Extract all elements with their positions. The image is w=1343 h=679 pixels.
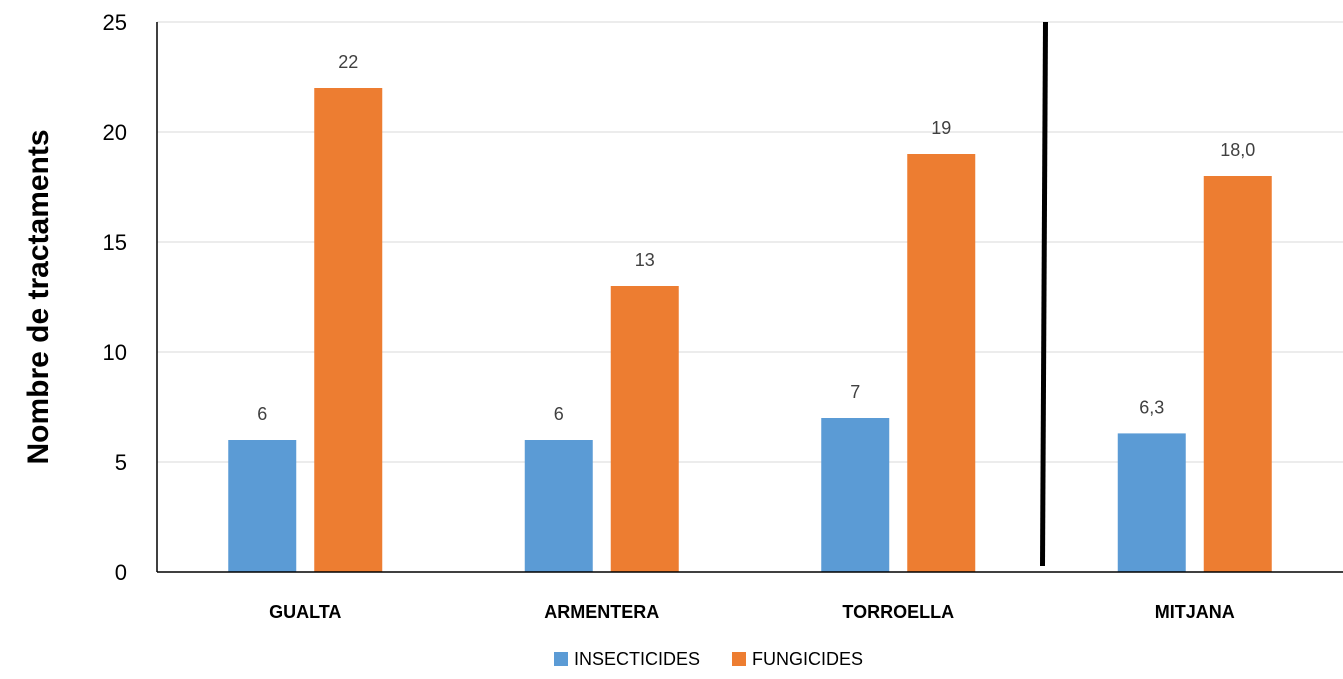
legend-swatch <box>554 652 568 666</box>
data-label: 6,3 <box>1139 397 1164 417</box>
bar-fungicides-gualta <box>314 88 383 572</box>
bar-fungicides-mitjana <box>1203 176 1272 572</box>
category-labels: GUALTA ARMENTERA TORROELLA MITJANA <box>269 602 1235 622</box>
category-label: MITJANA <box>1155 602 1235 622</box>
legend-swatch <box>732 652 746 666</box>
y-tick-label: 0 <box>115 560 127 585</box>
y-tick-label: 15 <box>103 230 127 255</box>
legend-label: FUNGICIDES <box>752 649 863 669</box>
data-label: 6 <box>554 404 564 424</box>
data-label: 7 <box>850 382 860 402</box>
data-label: 19 <box>931 118 951 138</box>
bar-insecticides-mitjana <box>1117 433 1186 572</box>
bar-insecticides-torroella <box>821 418 890 572</box>
legend: INSECTICIDES FUNGICIDES <box>554 649 863 669</box>
category-label: TORROELLA <box>842 602 954 622</box>
data-label: 18,0 <box>1220 140 1255 160</box>
bar-fungicides-armentera <box>610 286 679 572</box>
bars <box>228 88 1272 572</box>
y-tick-label: 10 <box>103 340 127 365</box>
y-tick-label: 25 <box>103 10 127 35</box>
category-label: ARMENTERA <box>544 602 659 622</box>
y-axis-ticks: 0 5 10 15 20 25 <box>103 10 127 585</box>
y-axis-title: Nombre de tractaments <box>22 129 55 464</box>
group-separator-line <box>1040 21 1048 567</box>
category-label: GUALTA <box>269 602 341 622</box>
data-label: 6 <box>257 404 267 424</box>
data-labels: 6 22 6 13 7 19 6,3 18,0 <box>257 52 1255 424</box>
bar-fungicides-torroella <box>907 154 976 572</box>
legend-label: INSECTICIDES <box>574 649 700 669</box>
bar-insecticides-gualta <box>228 440 297 572</box>
data-label: 22 <box>338 52 358 72</box>
data-label: 13 <box>635 250 655 270</box>
bar-insecticides-armentera <box>524 440 593 572</box>
y-tick-label: 20 <box>103 120 127 145</box>
y-tick-label: 5 <box>115 450 127 475</box>
